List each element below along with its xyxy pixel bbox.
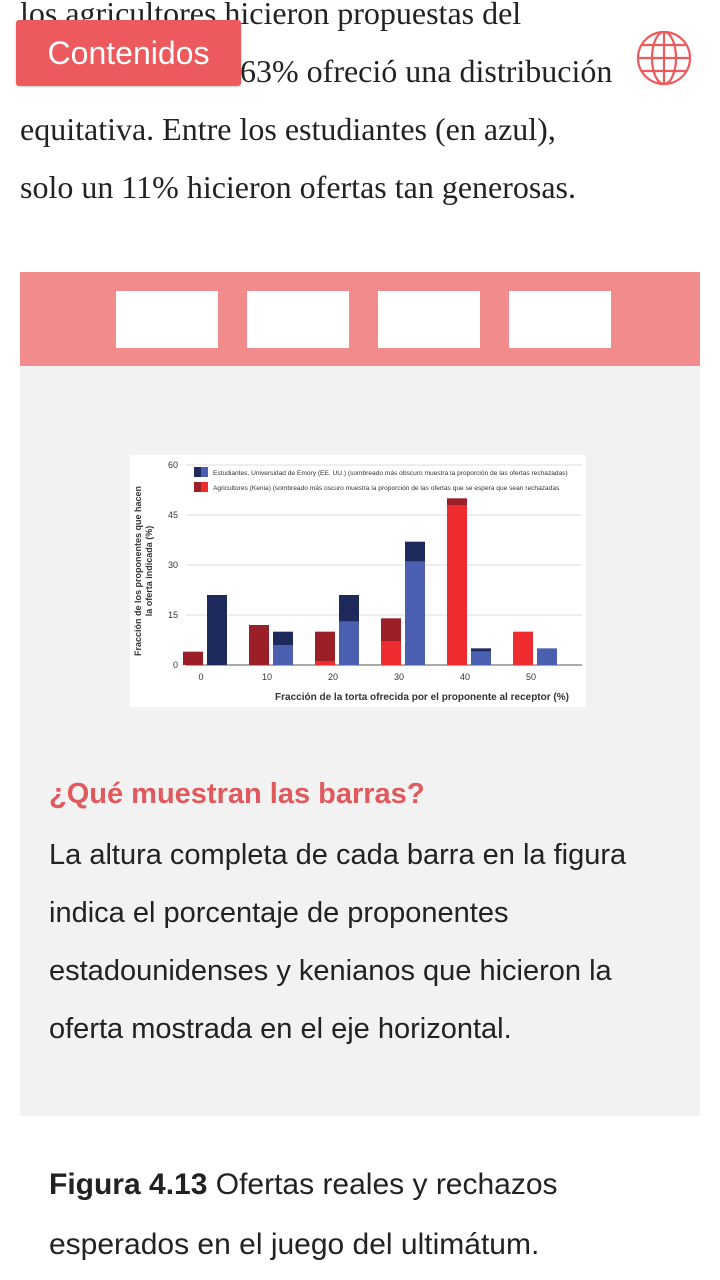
bar-rejected-farmers xyxy=(183,651,203,665)
intro-line-4: solo un 11% hicieron ofertas tan generos… xyxy=(20,169,576,205)
thumbnail-2[interactable] xyxy=(247,291,349,348)
y-axis-label-line-1: Fracción de los proponentes que hacen xyxy=(133,486,143,656)
bar-accepted-farmers xyxy=(315,661,335,665)
thumbnail-4[interactable] xyxy=(509,291,611,348)
bar-accepted-students xyxy=(471,651,491,665)
bar-rejected-farmers xyxy=(447,498,467,505)
thumbnail-3[interactable] xyxy=(378,291,480,348)
bar-accepted-students xyxy=(537,648,557,665)
x-tick-label: 30 xyxy=(394,672,404,682)
contents-button[interactable]: Contenidos xyxy=(16,20,241,86)
y-tick-label: 45 xyxy=(168,510,178,520)
caption-label: Figura 4.13 xyxy=(49,1168,208,1201)
intro-paragraph: los agricultores hicieron propuestas del… xyxy=(20,0,710,216)
intro-line-3: equitativa. Entre los estudiantes (en az… xyxy=(20,111,556,147)
caption-text: Ofertas reales y rechazos esperados en e… xyxy=(49,1168,558,1261)
globe-icon[interactable] xyxy=(636,30,692,86)
bar-rejected-farmers xyxy=(381,618,401,642)
legend-swatch-dark xyxy=(194,467,201,477)
bar-rejected-students xyxy=(207,595,227,665)
thumbnail-1[interactable] xyxy=(116,291,218,348)
bar-chart: Fracción de los proponentes que hacen la… xyxy=(133,460,582,703)
y-tick-label: 0 xyxy=(173,660,178,670)
legend-swatch-light xyxy=(201,482,208,492)
bar-accepted-farmers xyxy=(447,505,467,665)
bar-accepted-farmers xyxy=(381,641,401,665)
bar-accepted-farmers xyxy=(513,631,533,665)
intro-line-2: 63% ofreció una distribución xyxy=(240,53,613,89)
x-tick-label: 0 xyxy=(198,672,203,682)
x-tick-label: 40 xyxy=(460,672,470,682)
y-tick-label: 30 xyxy=(168,560,178,570)
y-tick-label: 15 xyxy=(168,610,178,620)
chart-card: Fracción de los proponentes que hacen la… xyxy=(130,455,586,707)
x-tick-label: 50 xyxy=(526,672,536,682)
bar-rejected-students xyxy=(471,648,491,652)
question-body: La altura completa de cada barra en la f… xyxy=(49,839,627,1045)
bar-accepted-students xyxy=(339,621,359,665)
x-axis-label: Fracción de la torta ofrecida por el pro… xyxy=(275,692,569,703)
legend-swatch-dark xyxy=(194,482,201,492)
bar-rejected-students xyxy=(405,541,425,562)
legend-swatch-light xyxy=(201,467,208,477)
legend-label: Estudiantes, Universidad de Emory (EE. U… xyxy=(213,470,568,477)
bar-rejected-farmers xyxy=(249,625,269,665)
y-axis-label-line-2: la oferta indicada (%) xyxy=(144,526,154,617)
bar-rejected-students xyxy=(339,595,359,622)
bar-rejected-farmers xyxy=(315,631,335,662)
x-tick-label: 20 xyxy=(328,672,338,682)
bar-rejected-students xyxy=(273,631,293,645)
bar-accepted-students xyxy=(273,645,293,665)
question-heading: ¿Qué muestran las barras? xyxy=(49,778,425,810)
bar-accepted-students xyxy=(405,561,425,665)
legend-label: Agricultores (Kenia) (sombreado más oscu… xyxy=(213,485,560,492)
x-tick-label: 10 xyxy=(262,672,272,682)
y-tick-label: 60 xyxy=(168,460,178,470)
figure-caption: Figura 4.13 Ofertas reales y rechazos es… xyxy=(20,1116,700,1280)
thumbnail-strip xyxy=(20,272,700,366)
